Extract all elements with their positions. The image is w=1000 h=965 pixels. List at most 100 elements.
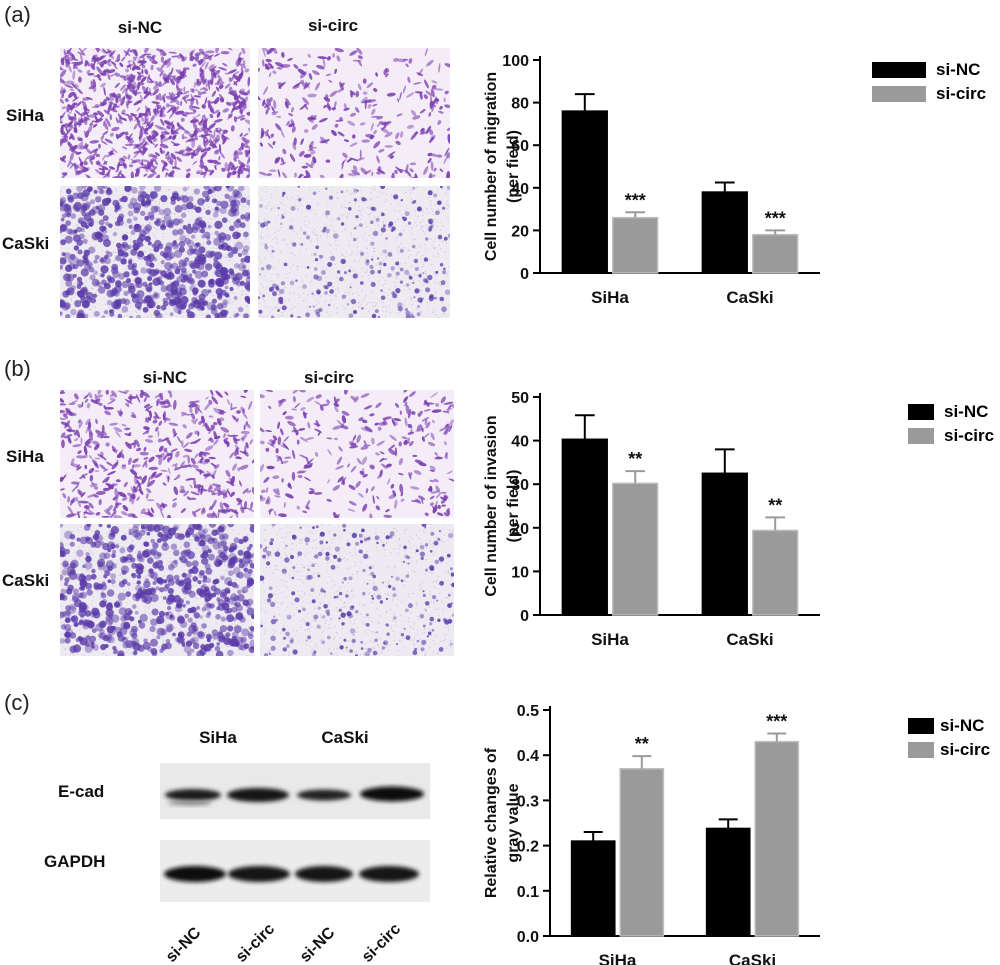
- y-tick-label: 0.3: [517, 793, 539, 810]
- y-axis-label: (per field): [505, 470, 522, 543]
- bar: [612, 216, 659, 274]
- y-axis-label: Cell number of migration: [483, 72, 500, 261]
- blot-col-head-siha: SiHa: [199, 728, 237, 747]
- legend-item-sicirc: si-circ: [908, 738, 990, 762]
- x-tick-label: CaSki: [726, 630, 773, 649]
- band-ecad-1-lower: [168, 800, 212, 806]
- x-tick-label: SiHa: [591, 288, 629, 307]
- image-col-head-b-1: si-NC: [142, 368, 188, 387]
- lane-label-2: si-circ: [233, 920, 278, 965]
- blot-row-head-ecad: E-cad: [58, 782, 105, 801]
- significance-label: ***: [765, 208, 786, 228]
- image-row-head-a-1: SiHa: [6, 106, 44, 125]
- bar: [705, 827, 751, 937]
- micrograph-a-siha-sinc: [60, 48, 250, 178]
- legend-label-sinc: si-NC: [944, 402, 989, 421]
- band-ecad-4: [360, 786, 424, 802]
- y-tick-label: 40: [511, 181, 529, 198]
- legend-label-sicirc: si-circ: [936, 84, 987, 103]
- bar: [561, 110, 608, 274]
- y-tick-label: 60: [511, 138, 529, 155]
- micrograph-a-siha-sicirc: [258, 48, 450, 178]
- y-tick-label: 20: [511, 521, 529, 538]
- y-tick-label: 0: [520, 608, 529, 625]
- panel-label-c: (c): [4, 690, 30, 715]
- image-col-head-b-2: si-circ: [303, 368, 355, 387]
- bar: [561, 438, 608, 616]
- y-tick-label: 0.0: [517, 929, 539, 946]
- legend-b: si-NC si-circ: [908, 400, 994, 448]
- legend-label-sinc: si-NC: [936, 60, 981, 79]
- micrograph-b-siha-sinc: [60, 390, 254, 518]
- legend-item-sinc: si-NC: [872, 58, 986, 82]
- y-tick-label: 100: [502, 53, 529, 70]
- bar-chart-invasion: 0 10 20 30 40 50 Cell number of invasion (per f…: [483, 390, 820, 649]
- panel-label-b: (b): [4, 356, 31, 381]
- micrograph-a-caski-sinc: [60, 186, 250, 318]
- y-tick-label: 0.2: [517, 839, 539, 856]
- y-tick-label: 40: [511, 434, 529, 451]
- legend-a: si-NC si-circ: [872, 58, 986, 106]
- y-tick-label: 50: [511, 390, 529, 407]
- legend-c: si-NC si-circ: [908, 714, 990, 762]
- y-tick-label: 0: [520, 266, 529, 283]
- lane-label-3: si-NC: [297, 924, 339, 965]
- band-gapdh-1: [164, 866, 226, 882]
- panel-label-a: (a): [4, 2, 31, 27]
- significance-label: ***: [766, 712, 787, 732]
- x-tick-label: CaSki: [726, 288, 773, 307]
- blot-row-head-gapdh: GAPDH: [44, 852, 106, 871]
- bar: [701, 191, 748, 274]
- y-tick-label: 20: [511, 223, 529, 240]
- lane-label-4: si-circ: [359, 920, 404, 965]
- image-col-head-a-1: si-NC: [117, 18, 163, 37]
- blot-lane-labels: si-NC si-circ si-NC si-circ: [163, 920, 404, 965]
- image-row-head-b-2: CaSki: [2, 571, 50, 590]
- bar: [612, 482, 659, 616]
- significance-label: **: [635, 734, 649, 754]
- y-axis-label: Relative changes of: [483, 747, 500, 898]
- bar: [570, 840, 616, 937]
- band-gapdh-3: [295, 866, 353, 882]
- y-axis-label: (per field): [505, 130, 522, 203]
- legend-swatch-sicirc: [872, 86, 926, 102]
- micrograph-b-caski-sinc: [60, 524, 254, 656]
- significance-label: **: [768, 495, 782, 515]
- legend-item-sinc: si-NC: [908, 400, 994, 424]
- legend-swatch-sicirc: [908, 428, 934, 444]
- legend-swatch-sinc: [872, 62, 926, 78]
- bar: [752, 233, 799, 274]
- band-ecad-3: [297, 789, 351, 801]
- bar: [701, 472, 748, 616]
- x-tick-label: SiHa: [599, 951, 637, 965]
- band-ecad-2: [227, 788, 289, 802]
- image-col-head-a-2: si-circ: [307, 16, 359, 35]
- western-blot-gapdh: [160, 840, 430, 902]
- lane-label-1: si-NC: [163, 924, 205, 965]
- image-row-head-a-2: CaSki: [2, 234, 50, 253]
- significance-label: ***: [625, 190, 646, 210]
- x-tick-label: CaSki: [729, 951, 776, 965]
- x-tick-label: SiHa: [591, 630, 629, 649]
- western-blot-ecad: [160, 763, 430, 819]
- bar: [619, 768, 665, 937]
- band-gapdh-4: [359, 866, 419, 882]
- significance-label: **: [628, 449, 642, 469]
- legend-item-sicirc: si-circ: [908, 424, 994, 448]
- y-axis-label: gray value: [505, 783, 522, 862]
- image-row-head-b-1: SiHa: [6, 447, 44, 466]
- micrograph-b-siha-sicirc: [260, 390, 454, 518]
- micrograph-a-caski-sicirc: [258, 186, 450, 318]
- bar-chart-gray-value: 0.0 0.1 0.2 0.3 0.4 0.5 Relative changes of gra…: [483, 703, 820, 965]
- legend-swatch-sicirc: [908, 742, 934, 758]
- bar: [752, 529, 799, 616]
- legend-label-sicirc: si-circ: [940, 740, 991, 759]
- blot-col-head-caski: CaSki: [321, 728, 369, 747]
- legend-swatch-sinc: [908, 404, 934, 420]
- y-tick-label: 30: [511, 477, 529, 494]
- legend-label-sinc: si-NC: [940, 716, 985, 735]
- y-tick-label: 0.4: [517, 748, 539, 765]
- micrograph-b-caski-sicirc: [260, 524, 454, 656]
- y-tick-label: 0.1: [517, 884, 539, 901]
